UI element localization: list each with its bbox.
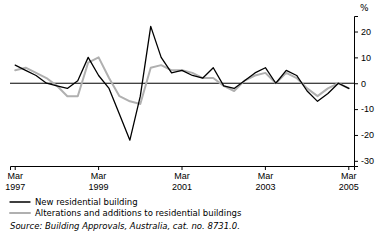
y-tick-mark [354, 83, 358, 84]
x-tick-mark [265, 166, 266, 170]
y-tick: 10 [354, 53, 371, 63]
y-axis-line [355, 17, 359, 167]
y-tick-mark [354, 57, 358, 58]
legend-swatch [10, 201, 30, 202]
x-axis: Mar1997 Mar1999 Mar2001 Mar2003 Mar2005 [5, 166, 359, 192]
series-line [15, 26, 349, 140]
y-tick-label: -10 [361, 104, 374, 114]
lines [15, 26, 349, 140]
y-tick-mark [354, 32, 358, 33]
x-tick-label: Mar2003 [255, 171, 275, 191]
series-line [15, 57, 349, 104]
x-axis-line [11, 167, 355, 171]
y-tick-label: 10 [361, 53, 371, 63]
source-note: Source: Building Approvals, Australia, c… [10, 221, 240, 231]
y-tick: 0 [354, 79, 366, 89]
y-tick-label: -30 [361, 156, 374, 166]
x-tick-label: Mar1999 [89, 171, 109, 191]
y-tick: -20 [354, 130, 374, 140]
x-tick-mark [15, 166, 16, 170]
x-tick: Mar2005 [339, 166, 359, 192]
x-tick-mark [98, 166, 99, 170]
x-tick-mark [182, 166, 183, 170]
x-tick: Mar2003 [255, 166, 275, 192]
x-tick-mark [348, 166, 349, 170]
x-tick-label: Mar1997 [5, 171, 25, 191]
y-tick: -30 [354, 156, 374, 166]
y-tick-label: -20 [361, 130, 374, 140]
x-tick-label: Mar2001 [172, 171, 192, 191]
legend-item: Alterations and additions to residential… [10, 208, 242, 218]
y-axis: -30 -20 -10 0 10 20 [354, 17, 374, 167]
y-axis-title: % [360, 3, 369, 13]
y-tick-label: 20 [361, 27, 371, 37]
y-tick: 20 [354, 27, 371, 37]
legend-label: New residential building [35, 197, 138, 207]
legend-swatch [10, 212, 30, 214]
y-tick-mark [354, 135, 358, 136]
chart: Mar1997 Mar1999 Mar2001 Mar2003 Mar2005-30 -2… [0, 0, 384, 235]
x-tick: Mar2001 [172, 166, 192, 192]
x-tick-label: Mar2005 [339, 171, 359, 191]
y-tick: -10 [354, 104, 374, 114]
legend-item: New residential building [10, 197, 138, 207]
legend: New residential buildingAlterations and … [10, 197, 242, 218]
x-tick: Mar1997 [5, 166, 25, 192]
plot: Mar1997 Mar1999 Mar2001 Mar2003 Mar2005-30 -2… [5, 3, 374, 192]
y-tick-mark [354, 161, 358, 162]
y-tick-mark [354, 109, 358, 110]
legend-label: Alterations and additions to residential… [35, 208, 242, 218]
y-tick-label: 0 [361, 79, 366, 89]
x-tick: Mar1999 [89, 166, 109, 192]
